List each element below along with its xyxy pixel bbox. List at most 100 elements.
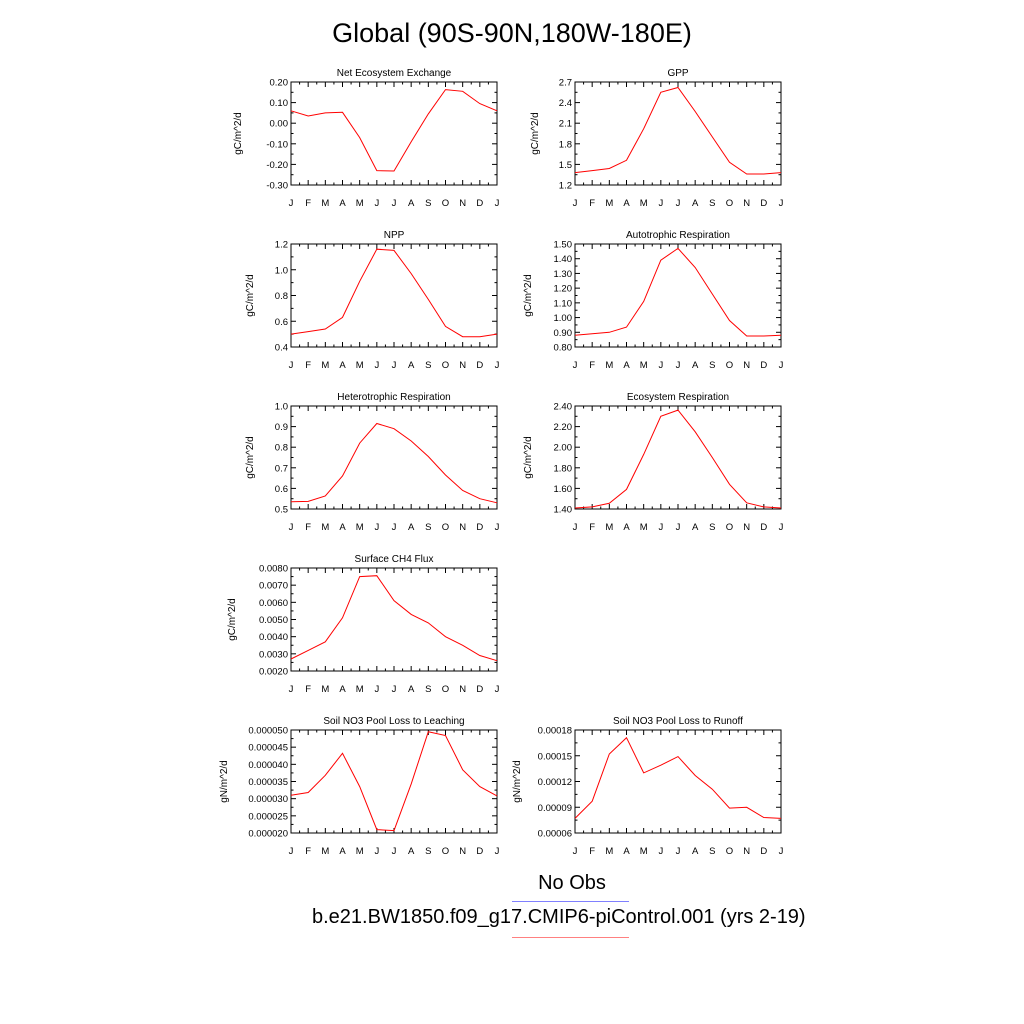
chart-4-xtick-label: J bbox=[573, 360, 578, 371]
chart-1-ylabel: gC/m^2/d bbox=[233, 112, 244, 155]
chart-9-xtick-label: M bbox=[640, 846, 648, 857]
chart-4-ytick-label: 1.40 bbox=[554, 254, 573, 265]
chart-4-ytick-label: 0.80 bbox=[554, 343, 573, 354]
chart-8-ytick-label: 0.000025 bbox=[248, 811, 288, 822]
chart-5-xtick-label: A bbox=[339, 522, 346, 533]
chart-2-xtick-label: M bbox=[605, 198, 613, 209]
chart-7-ytick-label: 0.0070 bbox=[259, 581, 288, 592]
chart-4-xtick-label: M bbox=[640, 360, 648, 371]
chart-6-ylabel: gC/m^2/d bbox=[523, 436, 534, 479]
chart-9-ytick-label: 0.00012 bbox=[538, 777, 572, 788]
chart-3-ytick-label: 0.8 bbox=[275, 291, 288, 302]
chart-1-xtick-label: M bbox=[356, 198, 364, 209]
chart-1-xtick-label: N bbox=[459, 198, 466, 209]
chart-7-xtick-label: J bbox=[374, 684, 379, 695]
chart-1-series-line bbox=[290, 89, 498, 172]
chart-5-xtick-label: F bbox=[305, 522, 311, 533]
chart-5-xtick-label: J bbox=[392, 522, 397, 533]
chart-5-xtick-label: J bbox=[495, 522, 500, 533]
chart-1-xtick-label: A bbox=[408, 198, 415, 209]
chart-6-xtick-label: M bbox=[640, 522, 648, 533]
chart-6-xtick-label: A bbox=[623, 522, 630, 533]
chart-1-xtick-label: S bbox=[425, 198, 431, 209]
chart-9-series-line bbox=[574, 736, 782, 819]
chart-5-series-line bbox=[290, 422, 498, 504]
chart-3-ytick-label: 0.4 bbox=[275, 343, 288, 354]
chart-2-xtick-label: S bbox=[709, 198, 715, 209]
chart-1-xtick-label: J bbox=[495, 198, 500, 209]
chart-8-xtick-label: A bbox=[408, 846, 415, 857]
chart-8-ytick-label: 0.000040 bbox=[248, 760, 288, 771]
chart-9-xtick-label: M bbox=[605, 846, 613, 857]
chart-1-xtick-label: D bbox=[476, 198, 483, 209]
chart-2-xtick-label: J bbox=[658, 198, 663, 209]
chart-8-frame bbox=[290, 729, 498, 834]
chart-1-frame bbox=[290, 81, 498, 186]
chart-2-ylabel: gC/m^2/d bbox=[530, 112, 541, 155]
chart-8-xtick-label: S bbox=[425, 846, 431, 857]
chart-5-xtick-label: D bbox=[476, 522, 483, 533]
chart-5-xtick-label: N bbox=[459, 522, 466, 533]
chart-2-xtick-label: J bbox=[676, 198, 681, 209]
chart-7-ylabel: gC/m^2/d bbox=[227, 598, 238, 641]
chart-4-ylabel: gC/m^2/d bbox=[523, 274, 534, 317]
chart-5-xtick-label: S bbox=[425, 522, 431, 533]
chart-1-xtick-label: J bbox=[392, 198, 397, 209]
chart-8-ytick-label: 0.000050 bbox=[248, 726, 288, 737]
chart-1-ytick-label: 0.10 bbox=[270, 98, 289, 109]
legend-case-line bbox=[512, 937, 629, 938]
chart-7-xtick-label: J bbox=[495, 684, 500, 695]
chart-8-xtick-label: M bbox=[356, 846, 364, 857]
chart-6-xtick-label: M bbox=[605, 522, 613, 533]
chart-6-ytick-label: 2.40 bbox=[554, 402, 573, 413]
chart-8-xtick-label: A bbox=[339, 846, 346, 857]
chart-3-xtick-label: J bbox=[289, 360, 294, 371]
chart-8-ylabel: gN/m^2/d bbox=[219, 760, 230, 803]
chart-1-xtick-label: J bbox=[289, 198, 294, 209]
chart-9-ytick-label: 0.00009 bbox=[538, 803, 572, 814]
chart-2-ytick-label: 2.7 bbox=[559, 78, 572, 89]
chart-2-ytick-label: 2.4 bbox=[559, 98, 572, 109]
chart-5-xtick-label: M bbox=[321, 522, 329, 533]
chart-7-xtick-label: J bbox=[289, 684, 294, 695]
chart-3-title: NPP bbox=[384, 230, 405, 241]
chart-3-xtick-label: S bbox=[425, 360, 431, 371]
chart-1-ytick-label: 0.00 bbox=[270, 119, 289, 130]
chart-8-xtick-label: F bbox=[305, 846, 311, 857]
chart-5-ytick-label: 0.6 bbox=[275, 484, 288, 495]
chart-1-ytick-label: -0.10 bbox=[266, 139, 288, 150]
chart-2-xtick-label: A bbox=[623, 198, 630, 209]
chart-4-series-line bbox=[574, 247, 782, 337]
chart-3-xtick-label: F bbox=[305, 360, 311, 371]
chart-2-xtick-label: D bbox=[760, 198, 767, 209]
chart-2-xtick-label: M bbox=[640, 198, 648, 209]
chart-3-ytick-label: 1.0 bbox=[275, 265, 288, 276]
chart-9-xtick-label: N bbox=[743, 846, 750, 857]
chart-1-xtick-label: A bbox=[339, 198, 346, 209]
chart-2-ytick-label: 2.1 bbox=[559, 119, 572, 130]
chart-9-ytick-label: 0.00015 bbox=[538, 751, 572, 762]
chart-9-xtick-label: S bbox=[709, 846, 715, 857]
chart-3-xtick-label: M bbox=[356, 360, 364, 371]
legend-obs-line bbox=[512, 901, 629, 902]
chart-1-title: Net Ecosystem Exchange bbox=[337, 68, 452, 79]
chart-8-series-line bbox=[290, 731, 498, 832]
chart-3-frame bbox=[290, 243, 498, 348]
chart-2-series-line bbox=[574, 86, 782, 175]
chart-9-xtick-label: F bbox=[589, 846, 595, 857]
chart-8-title: Soil NO3 Pool Loss to Leaching bbox=[323, 716, 464, 727]
chart-4-ytick-label: 0.90 bbox=[554, 328, 573, 339]
chart-1-ytick-label: -0.20 bbox=[266, 160, 288, 171]
chart-7-series-line bbox=[290, 575, 498, 662]
chart-4-xtick-label: F bbox=[589, 360, 595, 371]
chart-6-xtick-label: A bbox=[692, 522, 699, 533]
chart-9-ytick-label: 0.00006 bbox=[538, 829, 572, 840]
chart-5-xtick-label: O bbox=[442, 522, 449, 533]
chart-2-xtick-label: F bbox=[589, 198, 595, 209]
chart-4-xtick-label: S bbox=[709, 360, 715, 371]
chart-4-xtick-label: M bbox=[605, 360, 613, 371]
chart-2-ytick-label: 1.2 bbox=[559, 181, 572, 192]
chart-6-xtick-label: F bbox=[589, 522, 595, 533]
chart-7-xtick-label: N bbox=[459, 684, 466, 695]
chart-7-xtick-label: S bbox=[425, 684, 431, 695]
